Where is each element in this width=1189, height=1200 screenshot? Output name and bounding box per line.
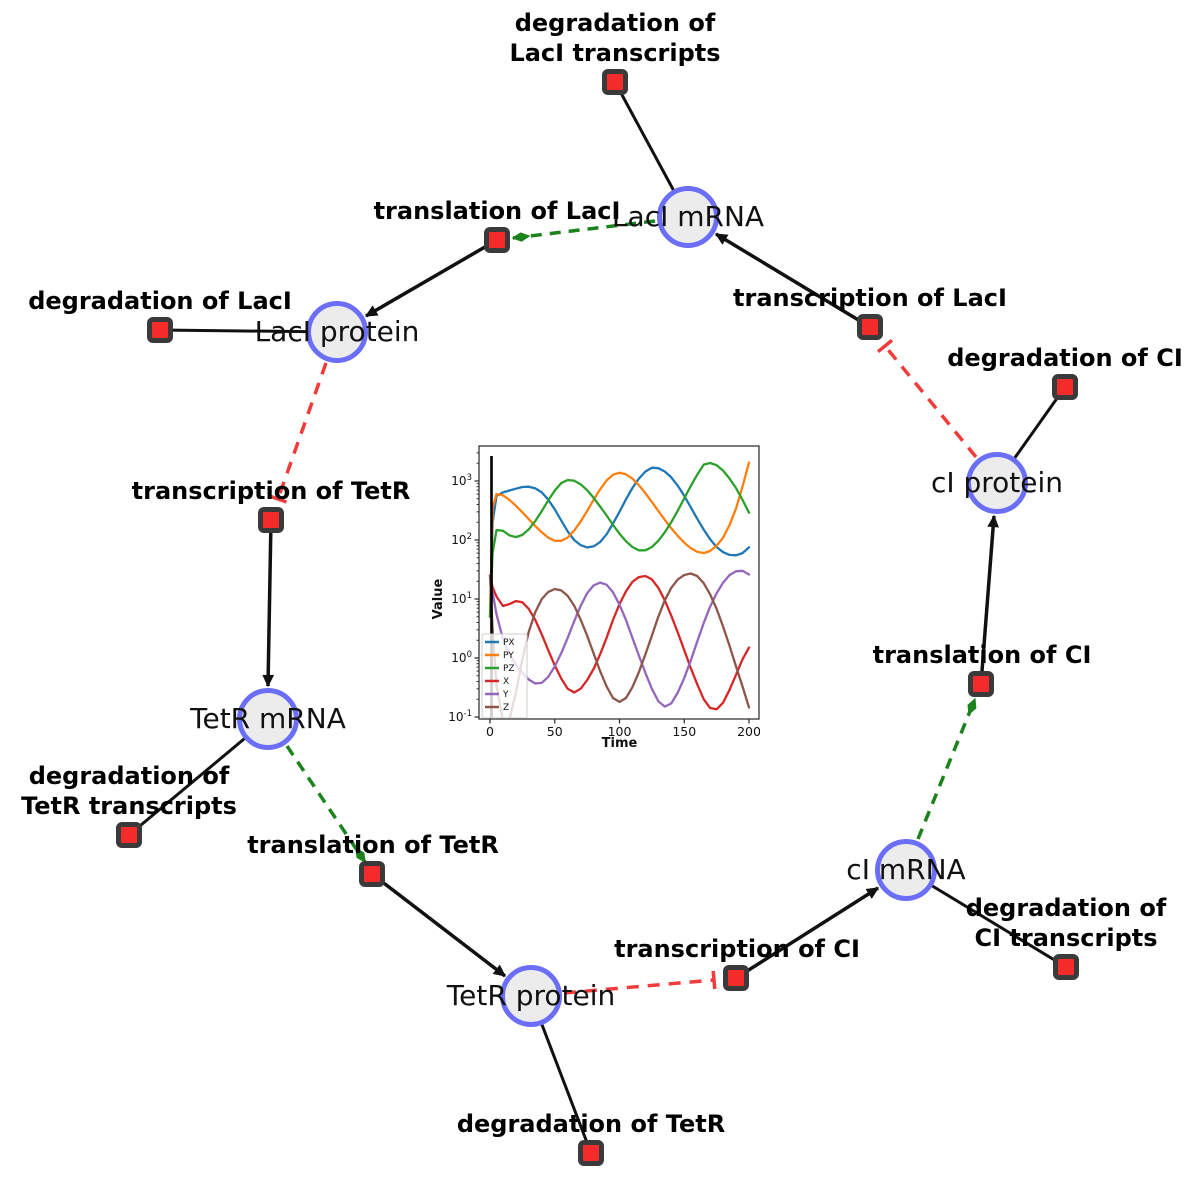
species-label-laci-mrna: LacI mRNA <box>611 200 765 233</box>
x-tick-label: 200 <box>737 724 760 739</box>
edge-ci-mrna-activates-translation-ci <box>916 697 977 840</box>
x-tick-label: 150 <box>672 724 696 739</box>
legend-label-Z: Z <box>503 703 509 713</box>
reaction-label-deg-tetr-transcripts: degradation of TetR transcripts <box>21 762 237 820</box>
species-label-laci-protein: LacI protein <box>254 315 420 348</box>
edge-laci-mrna-activates-translation-laci <box>511 219 656 242</box>
legend-label-PX: PX <box>503 638 515 648</box>
edge-transcription-ci-to-ci-mrna <box>735 886 880 980</box>
reaction-label-translation-ci: translation of CI <box>872 641 1092 669</box>
edge-translation-tetr-to-tetr-protein <box>370 872 507 978</box>
reaction-node-deg-ci-transcripts <box>1053 954 1079 980</box>
x-tick-label: 0 <box>486 724 494 739</box>
edge-transcription-laci-to-laci-mrna <box>714 232 871 329</box>
reaction-label-transcription-laci: transcription of LacI <box>733 284 1007 312</box>
edge-translation-ci-to-ci-protein <box>979 514 999 685</box>
reaction-label-transcription-ci: transcription of CI <box>614 935 860 963</box>
species-node-ci-mrna <box>875 839 937 901</box>
edge-ci-protein-inhibits-transcription-laci <box>876 338 978 459</box>
species-node-ci-protein <box>966 452 1028 514</box>
edge-translation-laci-to-laci-protein <box>364 238 498 318</box>
legend-label-PY: PY <box>503 651 514 661</box>
reaction-label-deg-laci: degradation of LacI <box>28 287 292 315</box>
reaction-node-deg-laci-transcripts <box>602 69 628 95</box>
reaction-node-translation-ci <box>968 671 994 697</box>
species-node-tetr-protein <box>500 965 562 1027</box>
reaction-node-deg-tetr-transcripts <box>116 822 142 848</box>
edge-ci-mrna-to-deg-ci-transcripts <box>905 868 1067 969</box>
y-tick-label: 10-1 <box>448 709 472 724</box>
y-tick-label: 102 <box>451 532 472 547</box>
legend-label-Y: Y <box>502 690 509 700</box>
edge-transcription-tetr-to-tetr-mrna <box>262 519 275 688</box>
legend-label-X: X <box>503 677 509 687</box>
reaction-node-transcription-tetr <box>258 507 284 533</box>
species-label-tetr-mrna: TetR mRNA <box>190 702 346 735</box>
timecourse-chart: 0 50 100 150 200 10-1 100 101 102 103 Time Value PX P… <box>430 438 761 768</box>
species-node-tetr-mrna <box>237 688 299 750</box>
species-node-laci-protein <box>306 301 368 363</box>
x-tick-label: 100 <box>608 724 632 739</box>
species-node-laci-mrna <box>657 186 719 248</box>
species-label-tetr-protein: TetR protein <box>446 979 616 1012</box>
chart-series-PY <box>488 461 751 618</box>
chart-series-X <box>488 574 751 711</box>
timecourse-chart-svg: 0 50 100 150 200 10-1 100 101 102 103 Time Value PX P… <box>431 445 761 751</box>
species-label-ci-protein: cI protein <box>930 466 1064 499</box>
reaction-node-transcription-laci <box>857 314 883 340</box>
reaction-node-translation-laci <box>484 227 510 253</box>
species-label-ci-mrna: cI mRNA <box>846 853 966 886</box>
reaction-node-deg-laci <box>147 317 173 343</box>
y-axis-label: Value <box>431 578 446 619</box>
reaction-node-translation-tetr <box>359 861 385 887</box>
y-tick-label: 101 <box>451 591 472 606</box>
chart-series-PX <box>488 466 751 618</box>
reaction-label-deg-laci-transcripts: degradation of LacI transcripts <box>509 9 721 67</box>
reaction-label-deg-ci: degradation of CI <box>947 344 1183 372</box>
reaction-label-deg-ci-transcripts: degradation of CI transcripts <box>965 894 1167 952</box>
reaction-label-deg-tetr: degradation of TetR <box>456 1110 726 1138</box>
y-tick-label: 103 <box>451 473 472 488</box>
chart-series-PZ <box>488 461 751 618</box>
reaction-label-translation-laci: translation of LacI <box>373 197 621 225</box>
chart-series-group <box>488 461 751 719</box>
chart-series-Z <box>488 572 751 719</box>
y-tick-label: 100 <box>451 650 472 665</box>
edge-tetr-protein-inhibits-transcription-ci <box>563 970 717 995</box>
reaction-node-deg-tetr <box>578 1140 604 1166</box>
reaction-node-transcription-ci <box>723 965 749 991</box>
x-axis-label: Time <box>602 736 638 751</box>
reaction-label-translation-tetr: translation of TetR <box>247 831 499 859</box>
reaction-label-transcription-tetr: transcription of TetR <box>131 477 411 505</box>
legend-label-PZ: PZ <box>503 664 515 674</box>
edge-laci-protein-inhibits-transcription-tetr <box>268 362 328 504</box>
edge-tetr-mrna-activates-translation-tetr <box>285 745 367 864</box>
chart-series-Y <box>488 569 751 708</box>
x-tick-label: 50 <box>547 724 563 739</box>
reaction-node-deg-ci <box>1052 374 1078 400</box>
